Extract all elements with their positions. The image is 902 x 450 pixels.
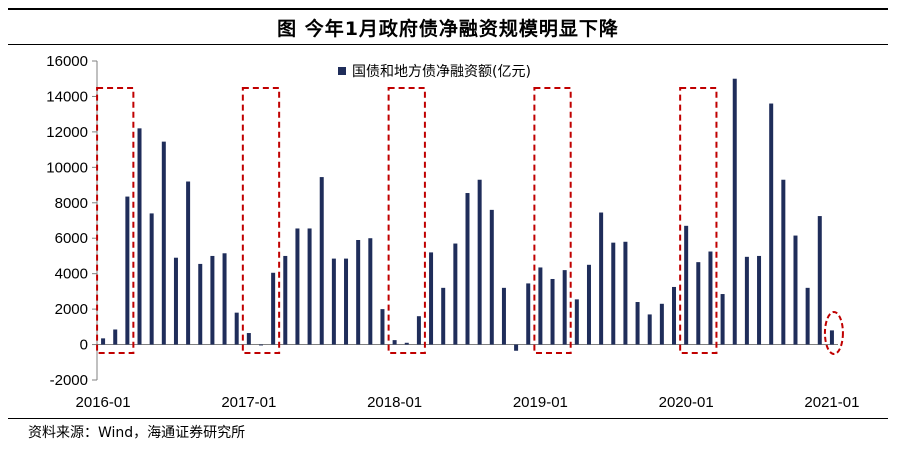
bar: [550, 278, 555, 345]
bar: [149, 213, 154, 345]
bar: [720, 294, 725, 345]
x-tick-label: 2021-01: [804, 394, 859, 411]
bar: [344, 258, 349, 345]
bar: [404, 342, 409, 345]
bar: [271, 272, 276, 345]
bar: [101, 338, 106, 345]
bar: [781, 179, 786, 345]
bar: [161, 141, 166, 345]
bar: [465, 193, 470, 345]
y-tick-label: 0: [80, 337, 88, 354]
bar: [307, 228, 312, 345]
bar: [113, 329, 118, 345]
y-tick-label: 10000: [46, 159, 88, 176]
legend-swatch: [338, 67, 346, 75]
bar: [246, 333, 251, 345]
bar: [173, 257, 178, 345]
bar: [453, 243, 458, 345]
bar: [186, 181, 191, 345]
bar: [805, 287, 810, 345]
bar: [744, 256, 749, 345]
bar: [769, 103, 774, 345]
bar: [283, 255, 288, 345]
bar: [793, 235, 798, 345]
bar: [258, 344, 263, 346]
bar: [356, 239, 361, 345]
bar: [295, 228, 300, 345]
bar: [319, 177, 324, 345]
bar: [562, 270, 567, 345]
bar: [538, 267, 543, 345]
bar: [234, 312, 239, 345]
x-tick-label: 2016-01: [76, 394, 131, 411]
y-tick-label: 16000: [46, 53, 88, 70]
highlight-boxes: [96, 87, 844, 355]
x-tick-label: 2017-01: [221, 394, 276, 411]
legend-label: 国债和地方债净融资额(亿元): [352, 64, 531, 80]
bar: [708, 251, 713, 345]
highlight-box: [96, 87, 135, 354]
bar: [599, 212, 604, 345]
x-tick-label: 2020-01: [659, 394, 714, 411]
y-tick-label: 2000: [55, 301, 88, 318]
bar: [489, 209, 494, 345]
bar: [429, 252, 434, 345]
bar: [222, 253, 227, 345]
bar: [647, 314, 652, 345]
bar: [392, 340, 397, 345]
bar: [757, 255, 762, 345]
bar: [623, 241, 628, 345]
bar: [586, 264, 591, 345]
bar: [817, 216, 822, 345]
x-tick-label: 2019-01: [513, 394, 568, 411]
x-tick-label: 2018-01: [367, 394, 422, 411]
bar: [501, 287, 506, 345]
bar: [672, 286, 677, 345]
chart-axes: -2000 0 2000 4000 6000 8000 10000 12000 14000 160…: [46, 53, 859, 411]
bar: [125, 196, 130, 345]
y-tick-label: 6000: [55, 230, 88, 247]
bar: [441, 287, 446, 345]
bar: [635, 302, 640, 345]
bar: [526, 283, 531, 345]
bar: [477, 179, 482, 345]
y-tick-label: -2000: [50, 372, 88, 389]
y-tick-label: 8000: [55, 195, 88, 212]
bar: [368, 238, 373, 345]
highlight-box: [241, 87, 281, 354]
bar: [416, 316, 421, 345]
y-tick-label: 4000: [55, 266, 88, 283]
bar: [659, 303, 664, 345]
bar: [210, 255, 215, 345]
highlight-box: [533, 87, 572, 354]
bar: [684, 225, 689, 345]
bar-series: [101, 78, 834, 351]
bar: [198, 263, 203, 345]
bar: [514, 344, 519, 351]
source-note: 资料来源：Wind，海通证券研究所: [8, 418, 888, 446]
legend: 国债和地方债净融资额(亿元): [338, 64, 531, 80]
highlight-ellipse: [823, 311, 844, 355]
bar: [696, 262, 701, 345]
highlight-box: [679, 87, 718, 354]
bar: [574, 299, 579, 345]
y-tick-label: 12000: [46, 124, 88, 141]
bar: [829, 330, 834, 345]
highlight-box: [387, 87, 426, 354]
chart-title-bar: 图 今年1月政府债净融资规模明显下降: [8, 8, 888, 45]
bar: [611, 242, 616, 345]
bar: [331, 258, 336, 345]
bar: [137, 128, 142, 345]
chart-title: 图 今年1月政府债净融资规模明显下降: [277, 17, 619, 40]
bar: [732, 78, 737, 345]
bar: [380, 309, 385, 345]
bar-chart: -2000 0 2000 4000 6000 8000 10000 12000 14000 160…: [46, 53, 859, 411]
y-tick-label: 14000: [46, 88, 88, 105]
